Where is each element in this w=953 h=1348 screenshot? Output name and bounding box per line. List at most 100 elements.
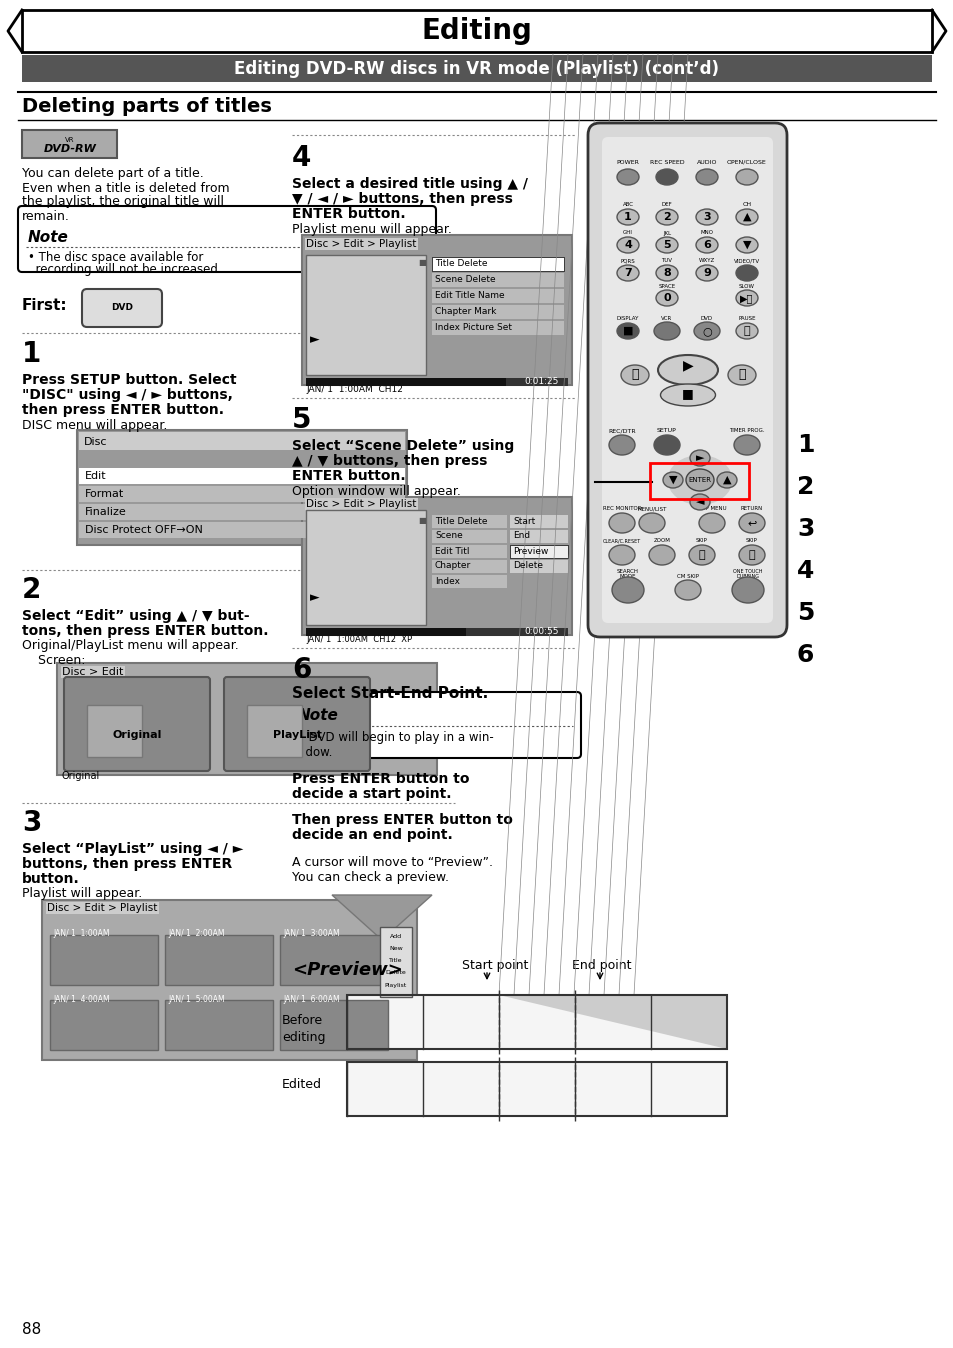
Text: JAN/ 1  2:00AM: JAN/ 1 2:00AM [168,930,224,938]
Text: WXYZ: WXYZ [699,259,715,263]
Text: Editing: Editing [421,18,532,44]
Text: 2: 2 [796,474,814,499]
Ellipse shape [696,266,718,280]
Text: JKL: JKL [662,231,670,236]
Polygon shape [498,995,726,1049]
Text: Editing DVD-RW discs in VR mode (Playlist) (cont’d): Editing DVD-RW discs in VR mode (Playlis… [234,59,719,77]
Ellipse shape [717,472,737,488]
Text: Add: Add [390,934,401,940]
Bar [302,235,572,386]
Ellipse shape [658,355,718,386]
Text: ►: ► [310,333,319,346]
Ellipse shape [654,435,679,456]
Bar [306,510,426,625]
Text: Edit Title Name: Edit Title Name [435,291,504,299]
Text: ■: ■ [622,326,633,336]
Bar [280,936,388,985]
Bar [498,995,575,1049]
Text: SKIP: SKIP [696,538,707,543]
Text: ▼: ▼ [668,474,677,485]
Text: ▶⏐: ▶⏐ [740,293,753,303]
Text: JAN/ 1  6:00AM: JAN/ 1 6:00AM [283,995,339,1003]
Text: SKIP: SKIP [745,538,757,543]
Text: Start: Start [513,516,535,526]
Text: SEARCH
MODE: SEARCH MODE [617,569,639,580]
Ellipse shape [731,577,763,603]
Text: Title Delete: Title Delete [435,516,487,526]
Text: First:: First: [22,298,68,313]
Text: Format: Format [85,489,124,499]
Text: REC MONITOR: REC MONITOR [602,507,640,511]
Bar [306,628,567,636]
Ellipse shape [617,237,639,253]
Bar [302,497,572,635]
Bar [510,515,567,528]
Text: You can delete part of a title.: You can delete part of a title. [22,167,204,181]
Bar [79,487,405,501]
Ellipse shape [739,545,764,565]
Ellipse shape [735,266,758,280]
Text: GHI: GHI [622,231,633,236]
Text: 5: 5 [292,406,312,434]
Ellipse shape [689,493,709,510]
Text: JAN/ 1  1:00AM: JAN/ 1 1:00AM [53,930,110,938]
Ellipse shape [699,514,724,532]
FancyBboxPatch shape [64,677,210,771]
Text: recording will not be increased.: recording will not be increased. [28,263,221,276]
Bar [22,129,117,158]
Bar [347,995,726,1049]
Text: ABC: ABC [622,202,633,208]
Text: • The disc space available for: • The disc space available for [28,251,203,263]
Text: ▶: ▶ [682,359,693,372]
Text: Playlist: Playlist [384,983,407,988]
Bar [432,545,506,558]
Text: VCR: VCR [660,317,672,322]
Bar [87,705,142,758]
Text: Edit Titl: Edit Titl [435,546,469,555]
Text: Delete: Delete [385,971,406,976]
Text: button.: button. [22,872,80,886]
Ellipse shape [727,365,755,386]
Bar [165,1000,273,1050]
Bar [22,55,931,82]
Ellipse shape [685,469,713,491]
Ellipse shape [612,577,643,603]
Text: ZOOM: ZOOM [653,538,670,543]
Ellipse shape [688,545,714,565]
Text: Option window will appear.: Option window will appear. [292,485,460,499]
Text: Before: Before [282,1014,323,1026]
Ellipse shape [735,168,758,185]
Text: DVD: DVD [111,303,132,313]
Bar [79,522,405,538]
Text: CH: CH [741,202,751,208]
Text: JAN/ 1  4:00AM: JAN/ 1 4:00AM [53,995,110,1003]
Text: Chapter Mark: Chapter Mark [435,306,496,315]
Text: ▲: ▲ [722,474,731,485]
Text: Original: Original [62,771,100,780]
Text: JAN/ 1  1:00AM  CH12: JAN/ 1 1:00AM CH12 [306,384,402,394]
Text: Start point: Start point [461,958,528,972]
Text: ►: ► [310,592,319,604]
Bar [79,431,405,450]
FancyBboxPatch shape [82,288,162,328]
Bar [432,530,506,543]
Text: Edit: Edit [85,470,107,481]
Text: End point: End point [572,958,631,972]
Ellipse shape [656,290,678,306]
Text: REC SPEED: REC SPEED [649,159,683,164]
Text: Scene: Scene [435,531,462,541]
Text: buttons, then press ENTER: buttons, then press ENTER [22,857,232,871]
Text: remain.: remain. [22,209,70,222]
Text: Scene Delete: Scene Delete [435,275,496,283]
Text: Original/PlayList menu will appear.: Original/PlayList menu will appear. [22,639,238,652]
Text: Then press ENTER button to: Then press ENTER button to [292,813,513,828]
Text: 4: 4 [623,240,631,249]
Text: ▲ / ▼ buttons, then press: ▲ / ▼ buttons, then press [292,454,487,468]
Ellipse shape [696,237,718,253]
Text: VIDEO/TV: VIDEO/TV [733,259,760,263]
Ellipse shape [656,237,678,253]
Text: ⏸: ⏸ [743,326,749,336]
Bar [379,927,412,998]
Ellipse shape [735,237,758,253]
Text: Title Delete: Title Delete [435,259,487,267]
